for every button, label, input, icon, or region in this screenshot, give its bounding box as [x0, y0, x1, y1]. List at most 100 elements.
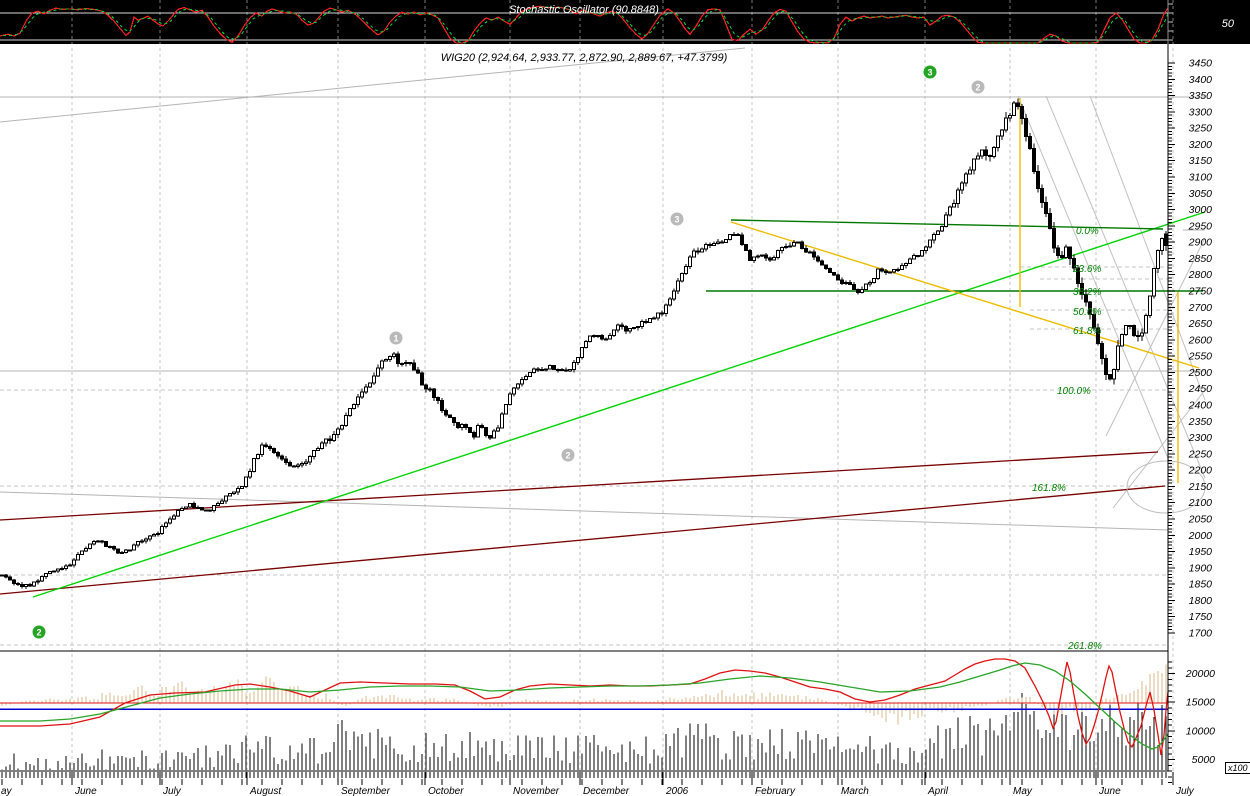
volume-bar [233, 758, 235, 770]
candle-body [856, 288, 860, 293]
candle-body [928, 239, 932, 248]
candle-body [684, 266, 688, 275]
volume-osc-bar [161, 687, 163, 703]
candle [740, 232, 744, 247]
candle [336, 426, 340, 438]
candle-body [464, 423, 468, 429]
volume-osc-bar [1125, 695, 1127, 703]
candle [276, 450, 280, 459]
volume-bar [653, 749, 655, 770]
volume-bar [113, 763, 115, 770]
candle [984, 146, 988, 161]
volume-osc-bar [73, 699, 75, 703]
volume-osc-bar [441, 700, 443, 703]
volume-osc-bar [545, 700, 547, 703]
volume-osc-bar [273, 681, 275, 703]
candle [452, 416, 456, 426]
volume-osc-bar [513, 701, 515, 703]
candle [136, 540, 140, 548]
volume-bar [1081, 708, 1083, 770]
price-tick-label: 2350 [1188, 416, 1213, 428]
candle-body [480, 425, 484, 428]
candle [172, 514, 176, 521]
candle-body [676, 280, 680, 292]
fib-label: 50.0% [1073, 307, 1101, 318]
volume-bar [917, 762, 919, 770]
volume-osc-bar [565, 701, 567, 703]
candle [596, 335, 600, 338]
candle-body [332, 433, 336, 441]
price-tick-label: 3250 [1189, 123, 1213, 135]
volume-osc-bar [1085, 703, 1087, 711]
candle-body [940, 225, 944, 232]
wave-circle [32, 625, 46, 639]
wave-circle [971, 80, 985, 94]
candle-body [632, 327, 636, 330]
volume-osc-bar [1105, 698, 1107, 703]
candle [64, 564, 68, 571]
volume-osc-bar [533, 700, 535, 703]
month-label: March [841, 786, 869, 796]
price-tick-label: 1750 [1189, 611, 1213, 623]
volume-bar [965, 744, 967, 770]
volume-osc-bar [85, 696, 87, 703]
candle-body [348, 407, 352, 416]
volume-bar [93, 765, 95, 770]
month-label: September [341, 786, 391, 796]
candle-body [136, 540, 140, 546]
candle [1080, 277, 1084, 300]
volume-osc-bar [53, 699, 55, 703]
volume-bar [1001, 723, 1003, 770]
candle-body [1140, 332, 1144, 337]
price-tick-label: 3350 [1189, 90, 1213, 102]
volume-bar [937, 725, 939, 770]
candle [36, 578, 40, 585]
candle [268, 444, 272, 451]
candle-body [308, 455, 312, 463]
volume-osc-bar [761, 692, 763, 703]
candle [908, 257, 912, 264]
volume-bar [649, 763, 651, 770]
candle-body [576, 356, 580, 363]
candle [540, 366, 544, 371]
candle [104, 541, 108, 547]
candle-body [416, 369, 420, 374]
volume-osc-bar [337, 701, 339, 703]
volume-bar [1093, 741, 1095, 770]
volume-bar [553, 735, 555, 770]
volume-osc-bar [329, 698, 331, 703]
candle [288, 460, 292, 467]
fibonacci-labels: 0.0% 23.6% 38.2% 50.0% 61.8% 100.0% 161.8% 261.… [1032, 226, 1102, 652]
candle-body [444, 410, 448, 416]
volume-bar [897, 747, 899, 770]
candle-body [1164, 233, 1168, 247]
candle-body [116, 548, 120, 554]
candle-body [176, 510, 180, 517]
candle [728, 233, 732, 241]
price-tick-label: 2300 [1188, 432, 1213, 444]
volume-bar [525, 735, 527, 770]
candle [344, 412, 348, 427]
candle [1116, 339, 1120, 373]
candle [712, 241, 716, 247]
volume-bar [1141, 711, 1143, 770]
volume-osc-bar [633, 700, 635, 703]
price-tick-label: 3200 [1189, 139, 1213, 151]
candle-body [564, 369, 568, 372]
volume-osc-bar [1141, 680, 1143, 703]
candle [292, 464, 296, 468]
candle [296, 462, 300, 469]
price-tick-label: 2100 [1188, 497, 1213, 509]
volume-osc-bar [765, 696, 767, 703]
volume-osc-bar [349, 703, 351, 705]
volume-bar [585, 735, 587, 770]
volume-osc-bar [1005, 698, 1007, 703]
volume-osc-bar [33, 700, 35, 703]
volume-osc-bar [1113, 697, 1115, 703]
volume-osc-bar [1073, 703, 1075, 712]
candle-body [504, 404, 508, 415]
candle [1052, 221, 1056, 253]
volume-bar [725, 753, 727, 770]
candle-body [304, 461, 308, 464]
candle [260, 442, 264, 457]
